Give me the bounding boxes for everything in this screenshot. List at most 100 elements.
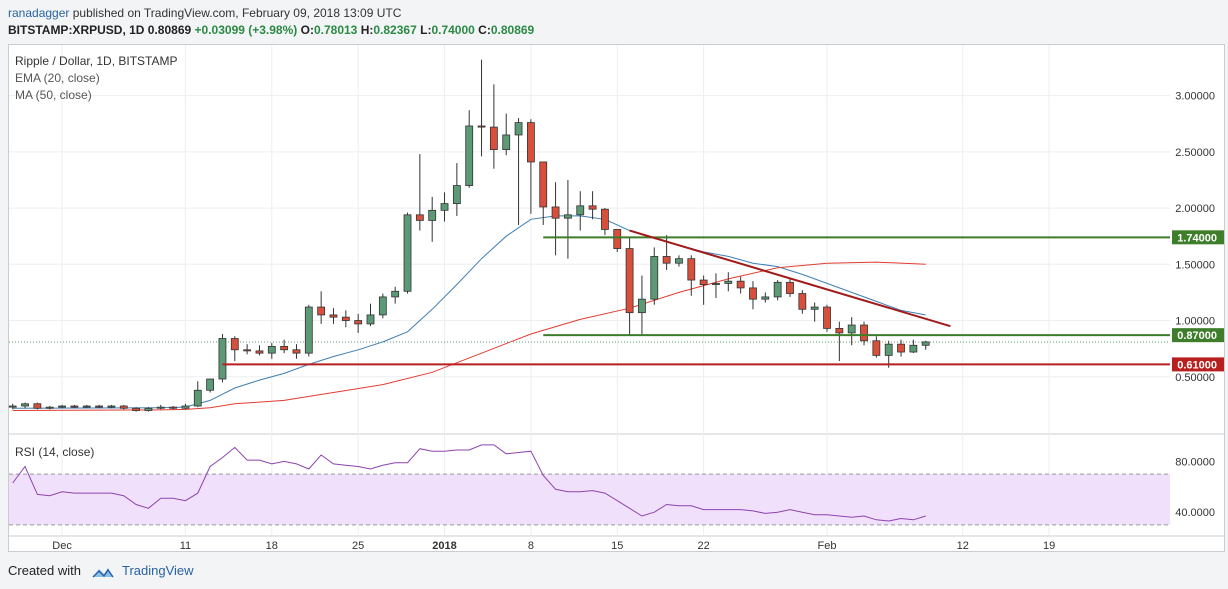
candle-body xyxy=(909,344,918,353)
ema20-line xyxy=(12,215,926,409)
ohlc-line: BITSTAMP:XRPUSD, 1D 0.80869 +0.03099 (+3… xyxy=(8,23,534,37)
x-tick-label: 19 xyxy=(1043,540,1055,552)
chart-title: Ripple / Dollar, 1D, BITSTAMP xyxy=(15,54,178,68)
candle-body xyxy=(304,306,313,354)
publish-info: ranadagger published on TradingView.com,… xyxy=(8,6,401,20)
candle-body xyxy=(144,407,153,411)
candle-body xyxy=(625,248,634,314)
candle-body xyxy=(317,306,326,316)
candle-body xyxy=(181,405,190,409)
support-label-box xyxy=(1172,328,1224,343)
candle-body xyxy=(107,405,116,408)
x-tick-label: 8 xyxy=(528,540,534,552)
candle-body xyxy=(440,203,449,211)
candle-body xyxy=(58,405,66,408)
chart-pane[interactable] xyxy=(8,44,1172,552)
x-tick-label: 18 xyxy=(266,540,278,552)
candle-body xyxy=(489,126,498,150)
candle-body xyxy=(292,349,301,354)
candle-body xyxy=(798,293,807,310)
candle-body xyxy=(329,314,338,318)
x-tick-label: Dec xyxy=(52,540,72,552)
candle-body xyxy=(773,281,782,298)
candle-body xyxy=(243,349,252,352)
candle-body xyxy=(576,205,585,216)
candle-body xyxy=(366,314,375,325)
candle-body xyxy=(169,406,177,409)
y-tick-label: 3.00000 xyxy=(1175,91,1215,103)
symbol-line: BITSTAMP:XRPUSD, 1D xyxy=(8,23,145,37)
rsi-legend: RSI (14, close) xyxy=(15,445,94,459)
high-label: H: xyxy=(360,23,374,37)
candle-body xyxy=(206,378,215,391)
candle-body xyxy=(280,346,289,351)
candle-body xyxy=(514,122,523,136)
candle-body xyxy=(810,306,819,310)
candle-body xyxy=(267,346,276,354)
trendline xyxy=(629,229,951,328)
candle-body xyxy=(613,229,622,249)
x-tick-label: 2018 xyxy=(432,540,456,552)
candle-body xyxy=(650,256,659,300)
candle-body xyxy=(255,350,264,354)
published-text: published on TradingView.com, February 0… xyxy=(72,6,402,20)
x-tick-label: 12 xyxy=(957,540,969,552)
candle-body xyxy=(539,161,548,208)
support-label: 1.74000 xyxy=(1177,232,1217,244)
support-label-box xyxy=(1172,357,1224,372)
candle-body xyxy=(872,340,881,356)
candle-body xyxy=(749,287,757,300)
candle-body xyxy=(835,328,844,334)
last-price: 0.80869 xyxy=(147,23,192,37)
ma50-line xyxy=(12,261,926,411)
ema-legend: EMA (20, close) xyxy=(15,71,100,85)
candle-body xyxy=(526,122,535,163)
x-tick-label: 11 xyxy=(180,540,191,552)
candle-body xyxy=(218,338,227,380)
candle-body xyxy=(662,256,671,264)
price-axis[interactable] xyxy=(1170,44,1225,552)
open-value: 0.78013 xyxy=(313,23,358,37)
candle-body xyxy=(687,258,696,281)
candle-body xyxy=(736,280,745,289)
candle-body xyxy=(551,206,560,219)
candle-body xyxy=(699,279,708,285)
candle-body xyxy=(378,296,387,316)
ma-legend: MA (50, close) xyxy=(15,88,92,102)
rsi-band xyxy=(9,474,1170,525)
y-tick-label: 1.50000 xyxy=(1175,259,1215,271)
candle-body xyxy=(21,403,29,407)
candle-body xyxy=(119,405,128,409)
candle-body xyxy=(847,324,856,334)
created-with-text: Created with xyxy=(8,563,81,578)
publisher-link[interactable]: ranadagger xyxy=(8,6,70,20)
candle-body xyxy=(502,134,511,150)
tradingview-link[interactable]: TradingView xyxy=(122,563,194,578)
x-tick-label: 22 xyxy=(698,540,710,552)
candle-body xyxy=(428,209,437,221)
candle-body xyxy=(403,214,412,292)
y-tick-label: 1.00000 xyxy=(1175,316,1215,328)
close-value: 0.80869 xyxy=(490,23,535,37)
candle-body xyxy=(724,280,733,284)
open-label: O: xyxy=(300,23,314,37)
candle-body xyxy=(897,343,905,353)
header-bar: ranadagger published on TradingView.com,… xyxy=(0,0,1228,44)
candle-body xyxy=(638,298,646,314)
support-label: 0.87000 xyxy=(1177,330,1217,342)
support-label: 0.61000 xyxy=(1177,359,1217,371)
x-tick-label: 15 xyxy=(611,540,623,552)
candle-body xyxy=(601,208,609,230)
low-label: L: xyxy=(420,23,432,37)
support-label-box xyxy=(1172,230,1224,245)
low-value: 0.74000 xyxy=(431,23,475,37)
candle-body xyxy=(341,316,350,321)
candle-body xyxy=(193,389,202,407)
candle-body xyxy=(860,324,868,342)
candle-body xyxy=(415,214,424,221)
x-tick-label: 25 xyxy=(352,540,364,552)
candle-body xyxy=(712,283,720,285)
candle-body xyxy=(465,125,474,186)
candle-body xyxy=(921,341,930,346)
